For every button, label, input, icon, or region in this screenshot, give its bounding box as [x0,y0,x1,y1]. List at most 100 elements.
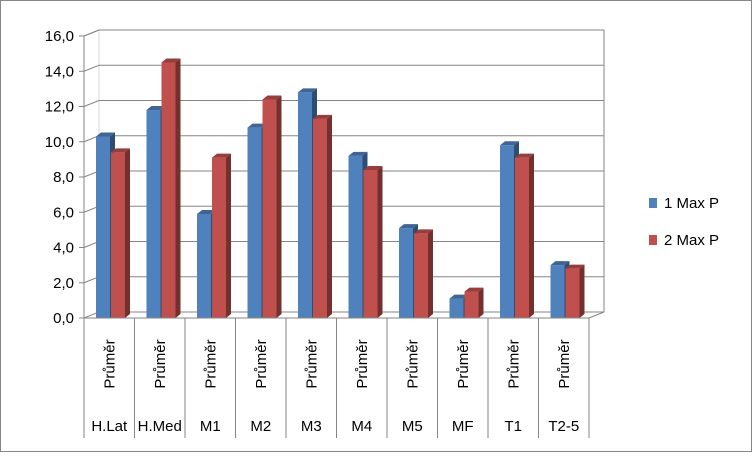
bar-top [348,151,368,156]
bars [96,58,585,319]
x-category-label: M4 [351,418,372,435]
bar-top [414,229,433,234]
bar-front [197,214,211,318]
y-tick-label: 0,0 [53,310,74,327]
bar-front [262,99,277,318]
bar-front [161,62,176,318]
bar-front [96,136,110,318]
bar [262,95,282,318]
bar-top [464,287,484,292]
bar-top [247,123,267,128]
bar-front [146,110,161,319]
bar-top [515,153,534,158]
x-category-label: M1 [200,418,221,435]
bar-top [500,141,519,146]
bar-front [449,298,464,318]
x-category-label: MF [452,418,474,435]
bar-front [399,228,413,318]
bar-top [161,58,181,63]
bar-front [247,127,262,319]
bar-top [96,132,115,137]
bar [313,114,332,319]
x-category-label: T1 [504,418,522,435]
bar-top [449,294,469,299]
bar-front [550,265,565,318]
x-sub-label: Průměr [455,339,472,388]
y-tick-label: 16,0 [45,28,74,45]
gridline [83,100,604,107]
legend-swatch [649,198,657,208]
bar-front [313,118,327,319]
bar-top [212,153,231,158]
y-tick-label: 10,0 [45,134,74,151]
x-sub-label: Průměr [101,339,118,388]
x-category-label: M2 [250,418,271,435]
bar-front [464,291,479,318]
bar-side [175,58,181,318]
bar-front [565,268,580,318]
bar [565,264,585,318]
x-sub-label: Průměr [303,339,320,388]
bar-side [377,165,383,318]
bar [111,148,130,318]
gridline [83,29,604,37]
bar-side [579,264,585,318]
y-tick-label: 2,0 [53,275,74,292]
bar [212,153,231,318]
bar-side [276,95,282,318]
x-sub-label: Průměr [354,339,371,388]
bar-front [414,233,428,318]
bar-front [298,92,312,319]
bar-side [226,153,231,318]
bar-front [212,157,226,318]
x-sub-label: Průměr [253,339,270,388]
bar [363,165,383,318]
bar-top [399,224,418,229]
bar [464,287,484,318]
y-tick-label: 12,0 [45,99,74,116]
legend-swatch [649,235,657,245]
bar-top [565,264,585,269]
bar-top [111,148,130,153]
bar-front [363,169,378,318]
y-axis: 0,0 2,0 4,0 6,0 8,0 10,0 12,0 14,0 16,0 [45,28,85,327]
bar-side [327,114,332,319]
bar-front [111,152,125,318]
bar-front [348,155,363,318]
bar-side [478,287,484,318]
bar-side [529,153,534,318]
x-category-label: H.Lat [91,418,128,435]
bar-top [197,210,216,215]
x-category-label: M3 [301,418,322,435]
x-sub-label: Průměr [505,339,522,388]
x-sub-label: Průměr [152,339,169,388]
bar-top [262,95,282,100]
x-sub-label: Průměr [404,339,421,388]
bar-top [363,165,383,170]
bar-side [125,148,130,318]
x-axis: Průměr H.Lat Průměr H.Med Průměr M1 Průměr M2 Pr… [83,317,590,438]
bar [414,229,433,318]
x-sub-label: Průměr [202,339,219,388]
bar-side [428,229,433,318]
y-tick-label: 14,0 [45,63,74,80]
y-tick-label: 6,0 [53,204,74,221]
x-category-label: H.Med [138,418,182,435]
bar [161,58,181,318]
y-tick-label: 4,0 [53,240,74,257]
x-category-label: T2-5 [548,418,579,435]
gridline [83,64,604,72]
legend-label: 2 Max P [664,232,719,249]
bar-top [298,88,317,93]
bar-front [515,157,529,318]
x-sub-label: Průměr [556,339,573,388]
legend: 1 Max P 2 Max P [649,195,719,249]
bar-top [550,261,570,266]
bar [515,153,534,318]
bar-top [313,114,332,119]
legend-label: 1 Max P [664,195,719,212]
x-category-label: M5 [402,418,423,435]
bar-top [146,106,166,111]
